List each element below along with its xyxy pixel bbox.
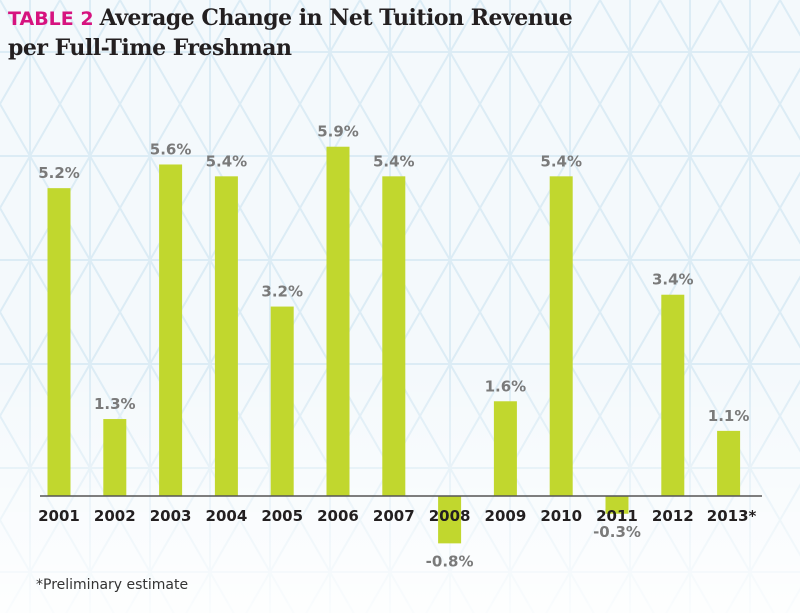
table-tag: TABLE 2	[8, 8, 94, 30]
x-tick-label: 2008	[429, 507, 471, 525]
bar-2009	[493, 401, 517, 496]
bar-2007	[382, 176, 406, 496]
data-label: 1.3%	[94, 395, 136, 413]
bar-2003	[159, 164, 183, 497]
bar-2012	[661, 294, 685, 496]
bar-2001	[47, 188, 71, 496]
x-tick-label: 2002	[94, 507, 136, 525]
x-tick-label: 2004	[206, 507, 248, 525]
data-label: 5.4%	[373, 152, 415, 170]
title-line-2: per Full-Time Freshman	[8, 35, 292, 61]
data-label: 5.4%	[206, 152, 248, 170]
title-line-1: Average Change in Net Tuition Revenue	[99, 5, 573, 31]
bar-2011	[605, 496, 629, 514]
x-tick-label: 2007	[373, 507, 415, 525]
data-label: 1.6%	[485, 377, 527, 395]
bar-2013*	[717, 430, 741, 496]
x-tick-label: 2012	[652, 507, 694, 525]
bar-2002	[103, 419, 127, 496]
data-label: 5.2%	[38, 164, 80, 182]
x-tick-label: 2006	[317, 507, 359, 525]
chart-title: TABLE 2 Average Change in Net Tuition Rev…	[8, 4, 573, 63]
bar-2010	[549, 176, 573, 496]
data-label: 1.1%	[708, 407, 750, 425]
data-label: 3.4%	[652, 271, 694, 289]
bar-2004	[214, 176, 238, 496]
x-tick-label: 2005	[261, 507, 303, 525]
x-tick-label: 2009	[485, 507, 527, 525]
x-tick-label: 2001	[38, 507, 80, 525]
data-label: -0.3%	[593, 523, 641, 541]
x-tick-label: 2013*	[707, 507, 757, 525]
data-label: 5.4%	[540, 152, 582, 170]
data-label: 3.2%	[261, 283, 303, 301]
x-tick-label: 2011	[596, 507, 638, 525]
bar-2008	[438, 496, 462, 544]
data-label: 5.6%	[150, 140, 192, 158]
bar-2006	[326, 146, 350, 496]
x-tick-label: 2010	[540, 507, 582, 525]
x-tick-label: 2003	[150, 507, 192, 525]
data-label: -0.8%	[426, 552, 474, 570]
bar-2005	[270, 306, 294, 496]
footnote: *Preliminary estimate	[36, 577, 189, 593]
data-label: 5.9%	[317, 123, 359, 141]
